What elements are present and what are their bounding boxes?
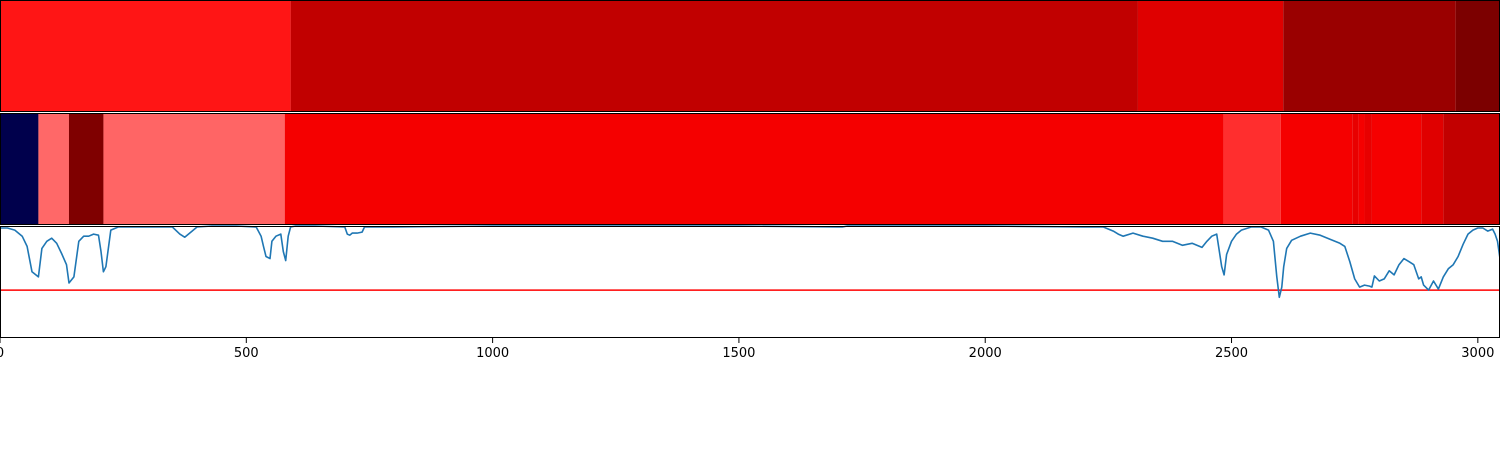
series-line — [0, 225, 1500, 299]
x-tick-label: 1000 — [476, 346, 509, 361]
panel-frame — [0, 226, 1500, 338]
x-tick-label: 500 — [234, 346, 259, 361]
heatmap-cell — [1223, 113, 1281, 225]
x-tick-label: 2000 — [969, 346, 1002, 361]
heatmap-cell — [38, 113, 69, 225]
heatmap-cell — [1371, 113, 1422, 225]
x-tick-label: 3000 — [1461, 346, 1494, 361]
heatmap-track-bottom — [0, 113, 1500, 225]
x-tick-label: 1500 — [722, 346, 755, 361]
heatmap-cell — [68, 113, 104, 225]
heatmap-cell — [284, 113, 1224, 225]
heatmap-cell — [1358, 113, 1365, 225]
heatmap-cell — [1280, 113, 1353, 225]
x-tick-label: 2500 — [1215, 346, 1248, 361]
heatmap-cell — [1137, 0, 1284, 112]
x-axis: 0 500 1000 1500 2000 2500 3000 — [0, 338, 1494, 361]
heatmap-cell — [1443, 113, 1500, 225]
heatmap-track-top — [0, 0, 1500, 112]
x-tick-label: 0 — [0, 346, 4, 361]
heatmap-cell — [1283, 0, 1456, 112]
heatmap-cell — [1352, 113, 1359, 225]
heatmap-cell — [1421, 113, 1444, 225]
line-panel — [0, 225, 1500, 299]
heatmap-cell — [290, 0, 1138, 112]
heatmap-cell — [0, 113, 39, 225]
heatmap-cell — [103, 113, 285, 225]
heatmap-cell — [1455, 0, 1500, 112]
heatmap-cell — [1364, 113, 1372, 225]
heatmap-cell — [0, 0, 291, 112]
